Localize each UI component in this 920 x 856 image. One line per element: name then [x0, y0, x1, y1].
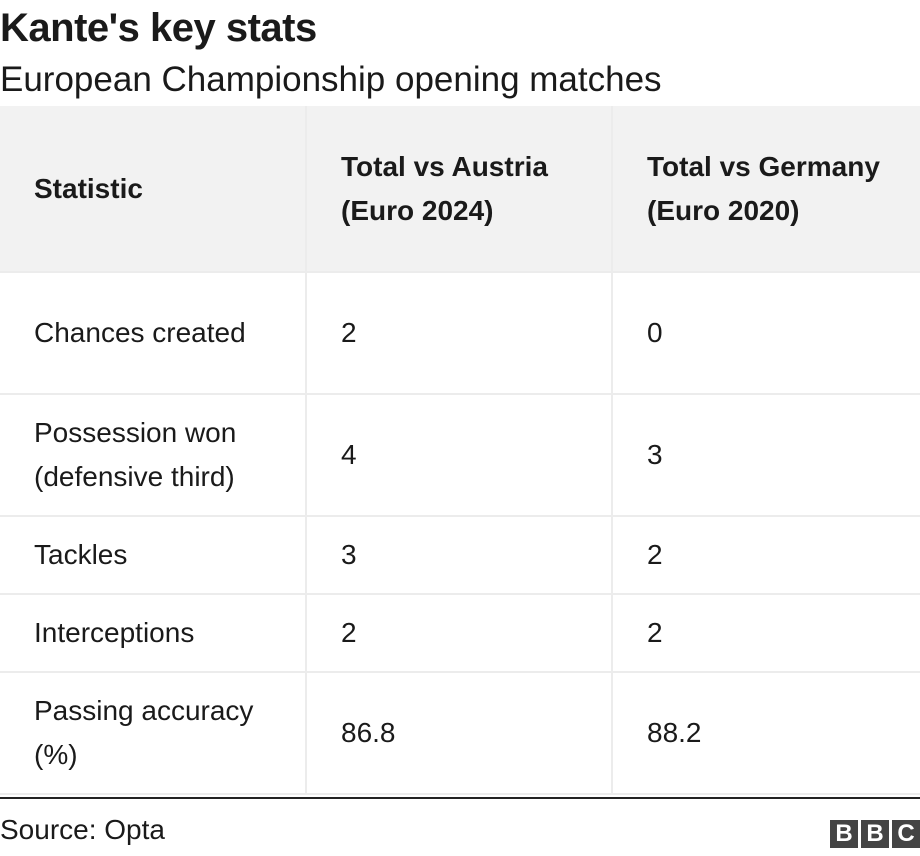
- cell-austria: 2: [305, 271, 613, 395]
- source-note: Source: Opta: [0, 814, 165, 845]
- stats-table: Statistic Total vs Austria (Euro 2024) T…: [0, 106, 920, 795]
- chart-subtitle: European Championship opening matches: [0, 60, 662, 99]
- header-germany: Total vs Germany (Euro 2020): [611, 106, 920, 273]
- table-row: Possession won (defensive third) 4 3: [0, 393, 920, 517]
- table-row: Interceptions 2 2: [0, 593, 920, 673]
- bbc-logo: B B C: [830, 820, 920, 848]
- cell-austria: 4: [305, 393, 613, 517]
- table-row: Passing accuracy (%) 86.8 88.2: [0, 671, 920, 795]
- table-row: Tackles 3 2: [0, 515, 920, 595]
- cell-germany: 0: [611, 271, 920, 395]
- cell-austria: 86.8: [305, 671, 613, 795]
- row-label: Possession won (defensive third): [0, 393, 307, 517]
- logo-letter: B: [861, 820, 889, 848]
- row-label: Chances created: [0, 271, 307, 395]
- cell-germany: 2: [611, 515, 920, 595]
- cell-germany: 3: [611, 393, 920, 517]
- header-austria: Total vs Austria (Euro 2024): [305, 106, 613, 273]
- logo-letter: C: [892, 820, 920, 848]
- table-row: Chances created 2 0: [0, 271, 920, 395]
- row-label: Tackles: [0, 515, 307, 595]
- cell-germany: 2: [611, 593, 920, 673]
- logo-letter: B: [830, 820, 858, 848]
- cell-germany: 88.2: [611, 671, 920, 795]
- row-label: Interceptions: [0, 593, 307, 673]
- header-statistic: Statistic: [0, 106, 307, 273]
- cell-austria: 3: [305, 515, 613, 595]
- footer-divider: [0, 797, 920, 799]
- chart-title: Kante's key stats: [0, 6, 317, 50]
- cell-austria: 2: [305, 593, 613, 673]
- table-header-row: Statistic Total vs Austria (Euro 2024) T…: [0, 106, 920, 273]
- row-label: Passing accuracy (%): [0, 671, 307, 795]
